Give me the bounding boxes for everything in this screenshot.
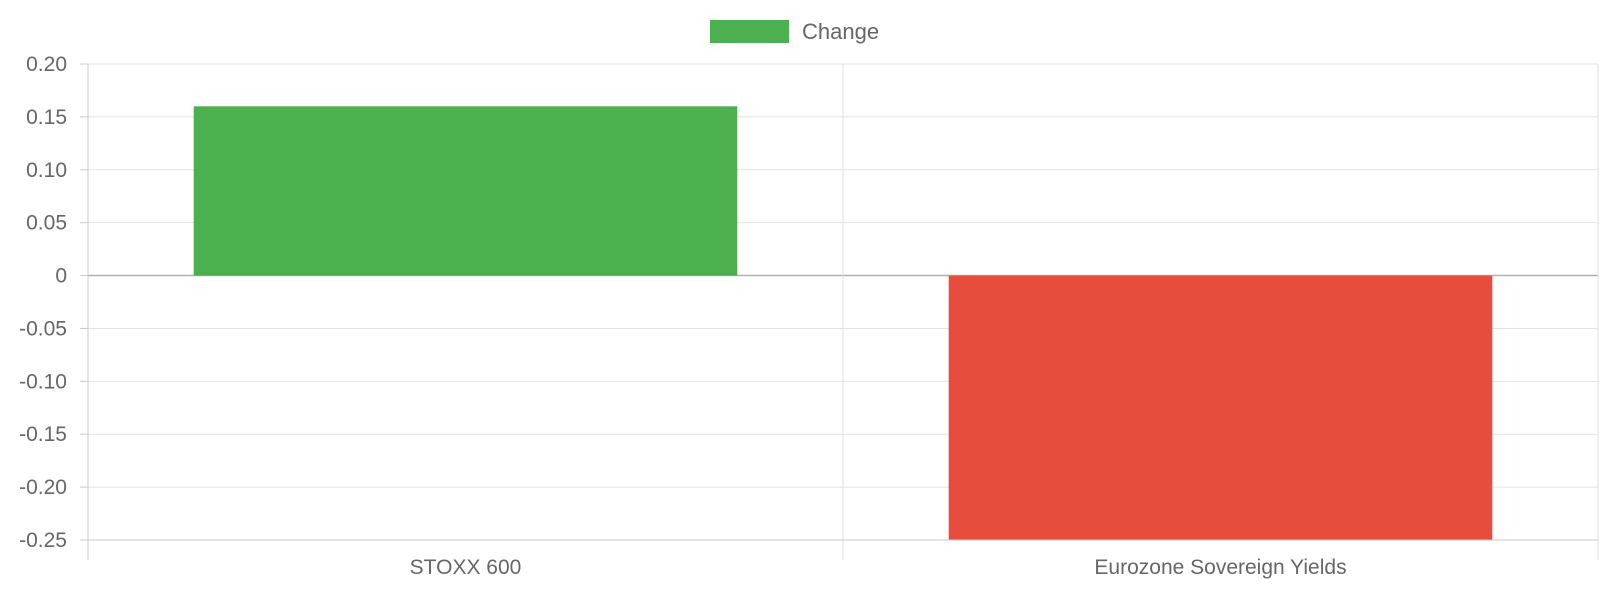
y-tick-label: 0.20 <box>26 53 67 76</box>
x-tick-label: Eurozone Sovereign Yields <box>1094 556 1346 579</box>
y-tick-label: -0.15 <box>19 423 67 446</box>
legend-label[interactable]: Change <box>802 19 879 44</box>
y-tick-label: -0.05 <box>19 317 67 340</box>
x-tick-label: STOXX 600 <box>410 556 522 579</box>
y-tick-label: -0.10 <box>19 370 67 393</box>
legend-swatch[interactable] <box>710 20 789 43</box>
axes: 0.20 0.15 0.10 0.05 0 -0.05 -0.10 -0.15 -0.20 -0.… <box>19 53 1598 579</box>
bar <box>193 106 738 276</box>
bar <box>948 275 1493 540</box>
y-tick-label: 0.10 <box>26 159 67 182</box>
y-tick-label: 0.05 <box>26 212 67 235</box>
y-tick-label: 0 <box>55 265 67 288</box>
legend[interactable]: Change <box>710 19 879 44</box>
bars <box>193 106 1493 540</box>
y-tick-label: -0.25 <box>19 529 67 552</box>
y-tick-label: -0.20 <box>19 476 67 499</box>
y-tick-label: 0.15 <box>26 106 67 129</box>
